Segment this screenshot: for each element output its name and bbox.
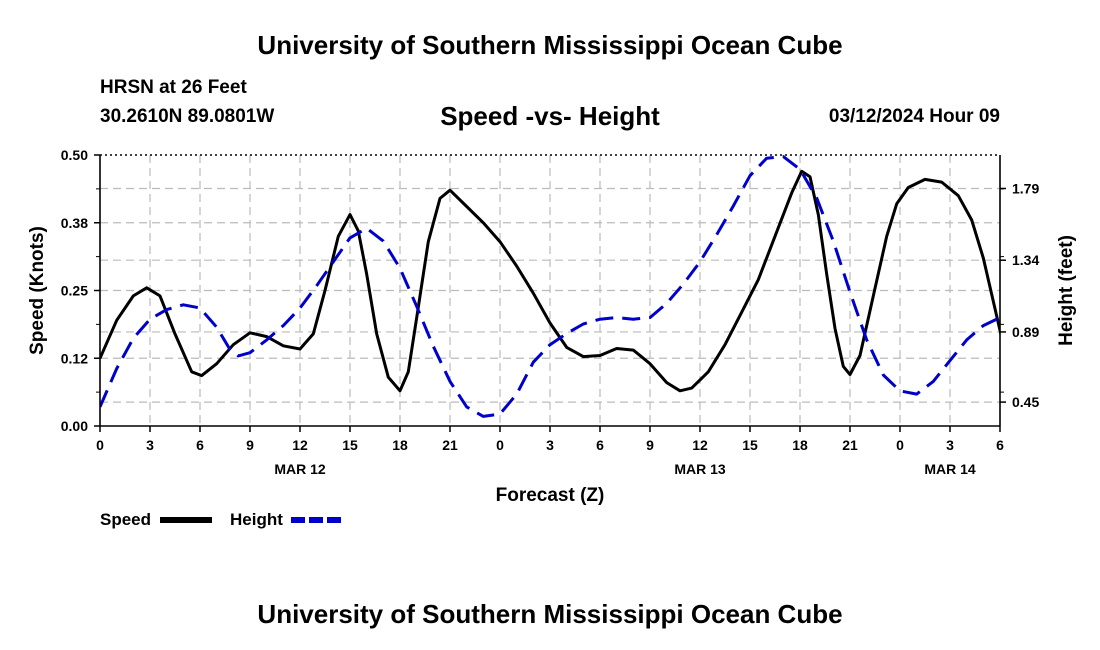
station-label: HRSN at 26 Feet xyxy=(100,77,247,98)
series-line-speed xyxy=(100,169,1000,393)
legend: Speed Height xyxy=(100,510,343,529)
date-label: MAR 12 xyxy=(274,461,326,477)
x-tick-label: 6 xyxy=(596,437,604,453)
main-title: University of Southern Mississippi Ocean… xyxy=(257,30,843,60)
y2-tick-label: 1.34 xyxy=(1012,252,1039,268)
x-axis-title: Forecast (Z) xyxy=(496,485,605,506)
plot-frame xyxy=(94,154,1006,432)
legend-label-height: Height xyxy=(230,510,283,529)
y2-axis-title: Height (feet) xyxy=(1056,235,1077,346)
y-axis-title: Speed (Knots) xyxy=(27,226,48,355)
x-tick-label: 3 xyxy=(546,437,554,453)
x-tick-label: 15 xyxy=(742,437,758,453)
series-line-height xyxy=(100,155,1000,418)
x-tick-label: 21 xyxy=(842,437,858,453)
axis-labels: 0 3 6 9 12 15 18 21 0 3 6 9 12 15 18 21 0 3 6 MAR 12 MAR 13 M… xyxy=(27,147,1077,506)
x-tick-label: 6 xyxy=(196,437,204,453)
x-tick-label: 9 xyxy=(246,437,254,453)
y-tick-label: 0.00 xyxy=(61,418,88,434)
x-tick-label: 12 xyxy=(692,437,708,453)
x-tick-label: 3 xyxy=(946,437,954,453)
y2-tick-label: 1.79 xyxy=(1012,180,1039,196)
x-tick-label: 18 xyxy=(392,437,408,453)
y2-tick-label: 0.45 xyxy=(1012,394,1039,410)
x-tick-label: 9 xyxy=(646,437,654,453)
series-layer xyxy=(100,155,1000,418)
y-tick-label: 0.12 xyxy=(61,350,88,366)
y-tick-label: 0.38 xyxy=(61,215,88,231)
y-tick-label: 0.50 xyxy=(61,147,88,163)
x-tick-label: 6 xyxy=(996,437,1004,453)
coordinates-label: 30.2610N 89.0801W xyxy=(100,106,275,127)
x-tick-label: 21 xyxy=(442,437,458,453)
chart-subtitle: Speed -vs- Height xyxy=(440,101,660,131)
date-label: MAR 14 xyxy=(924,461,976,477)
x-tick-label: 3 xyxy=(146,437,154,453)
date-label: MAR 13 xyxy=(674,461,726,477)
forecast-datetime: 03/12/2024 Hour 09 xyxy=(828,106,1000,127)
x-tick-label: 12 xyxy=(292,437,308,453)
grid xyxy=(100,155,1000,426)
x-tick-label: 0 xyxy=(496,437,504,453)
x-tick-label: 0 xyxy=(96,437,104,453)
y2-tick-label: 0.89 xyxy=(1012,324,1039,340)
legend-label-speed: Speed xyxy=(100,510,151,529)
x-tick-label: 15 xyxy=(342,437,358,453)
y-tick-label: 0.25 xyxy=(61,283,88,299)
footer-title: University of Southern Mississippi Ocean… xyxy=(257,599,843,629)
x-tick-label: 18 xyxy=(792,437,808,453)
x-tick-label: 0 xyxy=(896,437,904,453)
